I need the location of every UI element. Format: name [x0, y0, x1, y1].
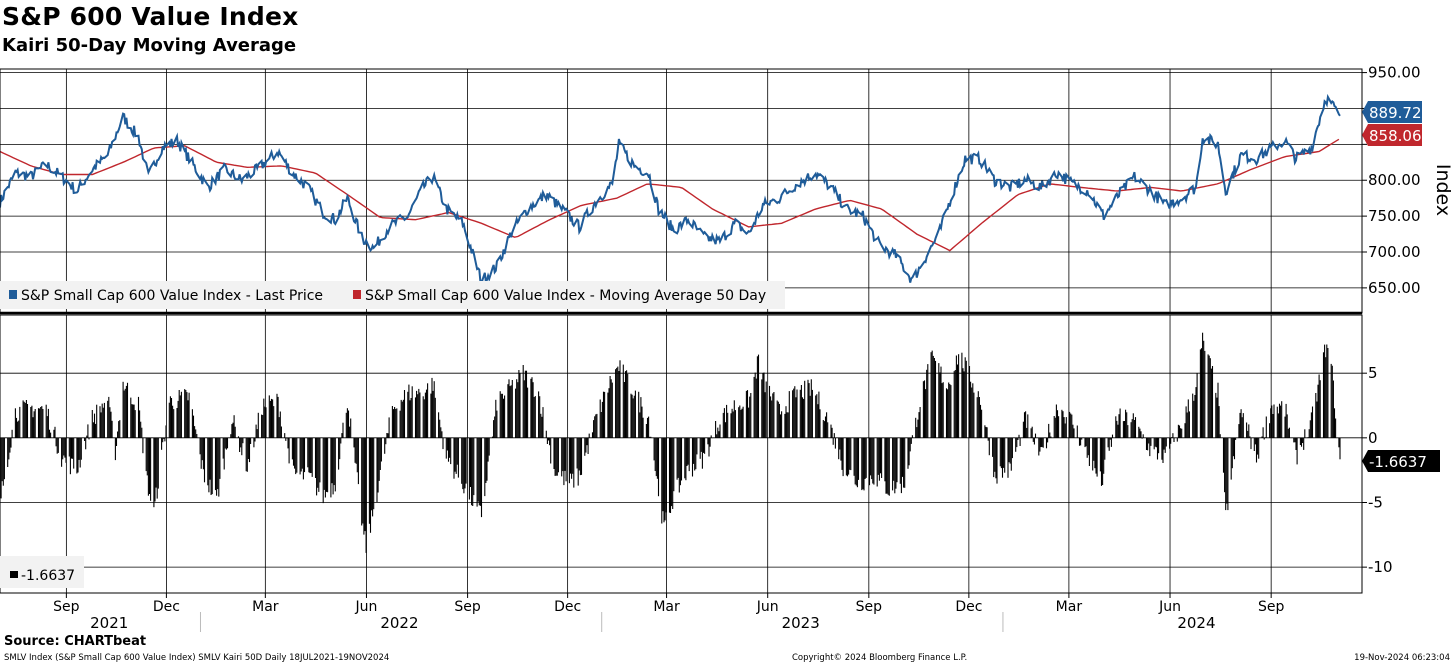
- chart-subtitle: Kairi 50-Day Moving Average: [2, 35, 297, 56]
- y-tick-label: 0: [1368, 429, 1378, 447]
- y-tick-label: 700.00: [1368, 243, 1421, 261]
- legend-item-price: S&P Small Cap 600 Value Index - Last Pri…: [21, 288, 323, 304]
- y-tick-label: 800.00: [1368, 171, 1421, 189]
- x-tick-label: Sep: [53, 599, 80, 615]
- legend-swatch-price: [9, 290, 17, 299]
- x-year-label: 2024: [1177, 614, 1215, 632]
- x-tick-label: Sep: [856, 599, 883, 615]
- kairi-last-badge: -1.6637: [1362, 450, 1440, 472]
- legend-background: [0, 281, 785, 309]
- ma-last-value: 858.06: [1369, 127, 1422, 145]
- x-tick-label: Sep: [1258, 599, 1285, 615]
- ma-last-badge: 858.06: [1362, 124, 1422, 146]
- kairi-last-value: -1.6637: [1369, 453, 1427, 471]
- x-tick-label: Dec: [554, 599, 581, 615]
- x-year-label: 2021: [90, 614, 128, 632]
- y-tick-label: 5: [1368, 364, 1378, 382]
- source-note: Source: CHARTbeat: [4, 634, 147, 649]
- price-last-value: 889.72: [1369, 104, 1422, 122]
- kairi-legend: -1.6637: [0, 556, 84, 588]
- x-tick-label: Dec: [955, 599, 982, 615]
- price-line: [0, 93, 1341, 287]
- x-tick-label: Mar: [252, 599, 279, 615]
- price-y-axis: 950.00 800.00 750.00 700.00 650.00: [1362, 64, 1421, 297]
- kairi-legend-item: -1.6637: [21, 568, 75, 584]
- y-tick-label: 950.00: [1368, 64, 1421, 82]
- footer-description: SMLV Index (S&P Small Cap 600 Value Inde…: [4, 653, 390, 663]
- footer-timestamp: 19-Nov-2024 06:23:04: [1354, 653, 1450, 663]
- x-year-label: 2022: [380, 614, 418, 632]
- kairi-panel-frame: [0, 314, 1363, 594]
- kairi-bars: [0, 332, 1341, 553]
- y-tick-label: 650.00: [1368, 279, 1421, 297]
- x-tick-label: Mar: [653, 599, 680, 615]
- x-tick-label: Jun: [1158, 599, 1181, 615]
- kairi-y-axis: 5 0 -5 -10: [1362, 364, 1393, 576]
- legend: S&P Small Cap 600 Value Index - Last Pri…: [0, 281, 785, 309]
- y-axis-label: Index: [1432, 164, 1454, 216]
- x-tick-label: Dec: [153, 599, 180, 615]
- y-tick-label: -10: [1368, 558, 1393, 576]
- y-tick-label: -5: [1368, 493, 1383, 511]
- x-year-label: 2023: [782, 614, 820, 632]
- price-panel-frame: [0, 68, 1363, 314]
- ma-50-line: [0, 138, 1340, 252]
- price-panel-grid: [0, 69, 1362, 313]
- x-tick-label: Sep: [454, 599, 481, 615]
- x-axis: Sep Dec Mar Jun Sep Dec Mar Jun Sep Dec Mar Jun Sep 2…: [53, 593, 1284, 632]
- x-tick-label: Jun: [756, 599, 779, 615]
- x-tick-label: Jun: [355, 599, 378, 615]
- y-tick-label: 750.00: [1368, 207, 1421, 225]
- footer-copyright: Copyright© 2024 Bloomberg Finance L.P.: [792, 653, 968, 663]
- legend-swatch-ma: [353, 290, 361, 299]
- kairi-legend-swatch: [10, 571, 18, 578]
- legend-item-ma: S&P Small Cap 600 Value Index - Moving A…: [365, 288, 766, 304]
- chart-title: S&P 600 Value Index: [2, 2, 299, 31]
- x-tick-label: Mar: [1056, 599, 1083, 615]
- price-last-badge: 889.72: [1362, 101, 1422, 123]
